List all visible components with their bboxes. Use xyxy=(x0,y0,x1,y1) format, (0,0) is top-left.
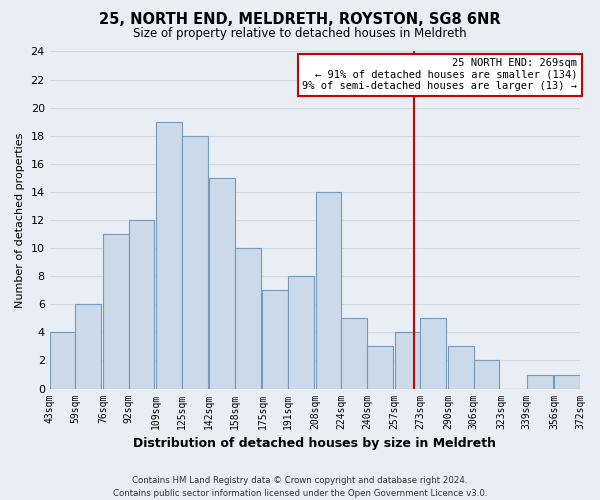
Bar xyxy=(527,374,553,388)
Text: 25, NORTH END, MELDRETH, ROYSTON, SG8 6NR: 25, NORTH END, MELDRETH, ROYSTON, SG8 6N… xyxy=(99,12,501,28)
Bar xyxy=(182,136,208,388)
Bar xyxy=(209,178,235,388)
Bar xyxy=(554,374,580,388)
Y-axis label: Number of detached properties: Number of detached properties xyxy=(15,132,25,308)
Text: Contains HM Land Registry data © Crown copyright and database right 2024.
Contai: Contains HM Land Registry data © Crown c… xyxy=(113,476,487,498)
Bar xyxy=(395,332,421,388)
Bar xyxy=(448,346,473,389)
Text: Size of property relative to detached houses in Meldreth: Size of property relative to detached ho… xyxy=(133,28,467,40)
Bar xyxy=(156,122,182,388)
Bar xyxy=(262,290,288,388)
Text: 25 NORTH END: 269sqm
← 91% of detached houses are smaller (134)
9% of semi-detac: 25 NORTH END: 269sqm ← 91% of detached h… xyxy=(302,58,577,92)
Bar xyxy=(316,192,341,388)
Bar xyxy=(50,332,76,388)
Bar xyxy=(235,248,261,388)
Bar xyxy=(367,346,393,389)
Bar xyxy=(341,318,367,388)
Bar xyxy=(288,276,314,388)
Bar xyxy=(473,360,499,388)
Bar xyxy=(128,220,154,388)
Bar xyxy=(421,318,446,388)
Bar xyxy=(103,234,128,388)
Bar xyxy=(76,304,101,388)
X-axis label: Distribution of detached houses by size in Meldreth: Distribution of detached houses by size … xyxy=(133,437,496,450)
